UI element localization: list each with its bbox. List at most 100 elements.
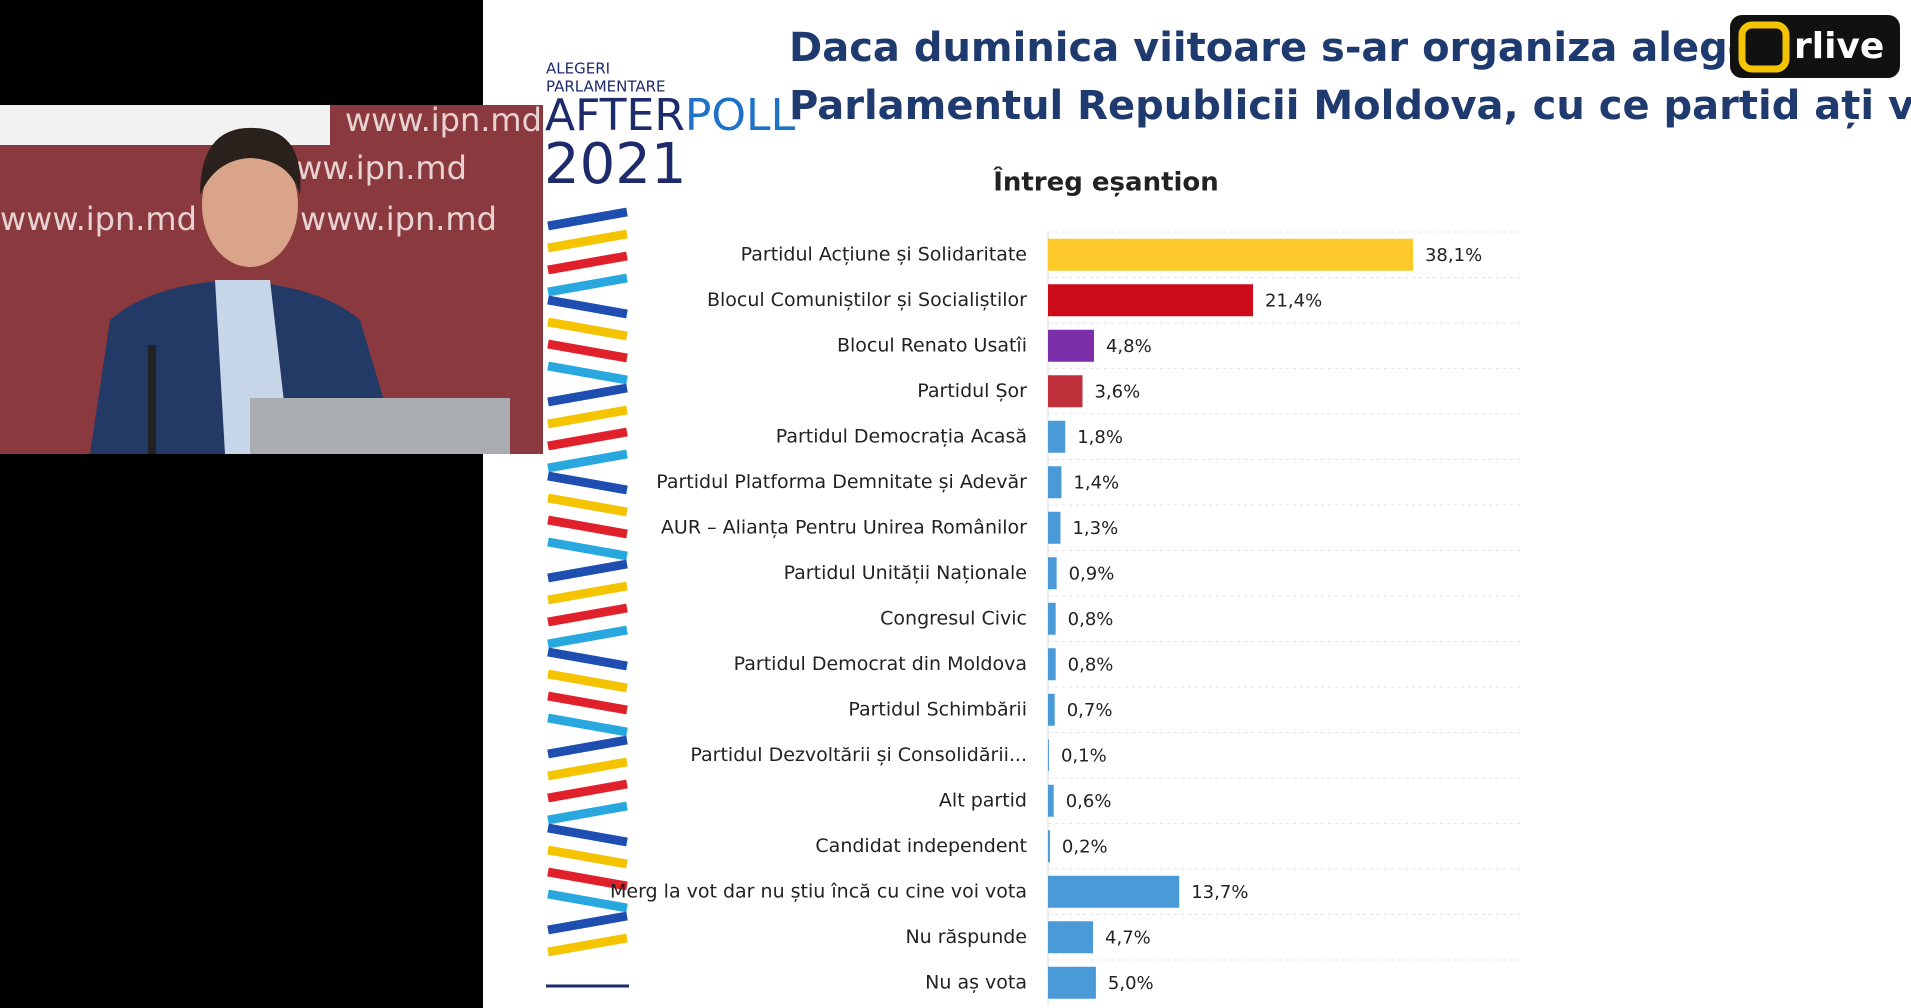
category-label: Merg la vot dar nu știu încă cu cine voi… — [610, 880, 1027, 902]
stripe — [547, 911, 628, 935]
category-label: Blocul Renato Usatîi — [837, 334, 1027, 356]
chart-subtitle: Întreg eșantion — [993, 166, 1219, 198]
bar — [1048, 830, 1050, 863]
category-label: Partidul Acțiune și Solidaritate — [741, 243, 1027, 265]
value-label: 0,1% — [1061, 745, 1107, 766]
stripe — [547, 669, 628, 693]
stripe — [547, 471, 628, 495]
category-label: Alt partid — [939, 789, 1027, 811]
backdrop-text: www.ipn.md — [0, 200, 197, 238]
stripe — [547, 405, 628, 429]
stripe — [547, 273, 628, 297]
stripe — [547, 207, 628, 231]
value-label: 1,8% — [1077, 427, 1123, 448]
stripe — [547, 229, 628, 253]
bar — [1048, 557, 1057, 590]
plot: Partidul Acțiune și Solidaritate 38,1% Blo… — [610, 231, 1523, 1006]
brand-poll-a: AFTER — [545, 90, 685, 141]
watermark-icon — [1738, 21, 1790, 73]
bar — [1048, 602, 1056, 635]
watermark-logo: rlive — [1730, 15, 1900, 78]
category-label: Blocul Comuniștilor și Socialiștilor — [707, 289, 1027, 311]
stripe — [547, 845, 628, 869]
value-label: 13,7% — [1191, 882, 1248, 903]
video-feed: www.ipn.md www.ipn.md www.ipn.md www.ipn… — [0, 101, 543, 454]
brand-year: 2021 — [544, 132, 687, 197]
stripe — [547, 757, 628, 781]
brand-poll-b: POLL — [685, 90, 796, 141]
stripe — [547, 735, 628, 759]
bar — [1048, 966, 1096, 999]
stripe — [547, 449, 628, 473]
stripe — [547, 339, 628, 363]
stripe — [547, 493, 628, 517]
stripe — [547, 625, 628, 649]
category-label: Congresul Civic — [880, 607, 1027, 629]
stripe — [547, 823, 628, 847]
stripe — [547, 361, 628, 385]
stripe — [547, 779, 628, 803]
bar — [1048, 648, 1056, 681]
stripe — [547, 295, 628, 319]
category-label: Nu răspunde — [905, 926, 1027, 948]
category-label: Partidul Schimbării — [848, 698, 1027, 720]
watermark-box — [1730, 15, 1900, 78]
value-label: 4,8% — [1106, 336, 1152, 357]
chevron-stripes — [547, 207, 628, 957]
stripe — [547, 537, 628, 561]
category-label: Partidul Platforma Demnitate și Adevăr — [656, 471, 1027, 493]
backdrop-text: www.ipn.md — [300, 200, 497, 238]
bar — [1048, 784, 1054, 817]
slide — [483, 0, 1911, 1008]
category-label: Partidul Democrat din Moldova — [734, 653, 1027, 675]
category-label: AUR – Alianța Pentru Unirea Românilor — [661, 516, 1027, 538]
stripe — [547, 317, 628, 341]
stripe — [547, 801, 628, 825]
bar — [1048, 375, 1083, 408]
value-label: 0,7% — [1067, 700, 1113, 721]
person-head — [202, 143, 298, 267]
stripe — [547, 581, 628, 605]
laptop — [250, 398, 510, 454]
value-label: 4,7% — [1105, 927, 1151, 948]
bar — [1048, 420, 1066, 453]
microphone — [148, 345, 156, 454]
stripe — [547, 933, 628, 957]
bar — [1048, 921, 1094, 954]
bar — [1048, 693, 1055, 726]
bar — [1048, 466, 1062, 499]
stripe — [547, 559, 628, 583]
brand-line: PARLAMENTARE — [546, 78, 666, 96]
stripe — [547, 603, 628, 627]
person-hair — [200, 127, 301, 195]
title-line: Parlamentul Republicii Moldova, cu ce pa… — [789, 83, 1911, 129]
stripe — [547, 867, 628, 891]
value-label: 0,2% — [1062, 836, 1108, 857]
backdrop-text: www.ipn.md — [270, 149, 467, 187]
stripe — [547, 251, 628, 275]
value-label: 1,4% — [1073, 472, 1119, 493]
category-label: Nu aș vota — [925, 971, 1027, 993]
stripe — [547, 691, 628, 715]
bar — [1048, 329, 1094, 362]
value-label: 0,8% — [1068, 609, 1114, 630]
title-line: Daca duminica viitoare s-ar organiza ale… — [789, 25, 1858, 71]
bar — [1048, 511, 1061, 544]
value-label: 0,9% — [1069, 563, 1115, 584]
bar — [1048, 238, 1413, 271]
value-label: 3,6% — [1094, 381, 1140, 402]
category-label: Partidul Unității Naționale — [784, 562, 1027, 584]
stripe — [547, 889, 628, 913]
brand-line: ALEGERI — [546, 60, 610, 78]
watermark-text: rlive — [1794, 26, 1884, 67]
value-label: 21,4% — [1265, 290, 1322, 311]
backdrop-text: www.ipn.md — [345, 101, 542, 139]
bar — [1048, 284, 1254, 317]
value-label: 1,3% — [1072, 518, 1118, 539]
value-label: 0,8% — [1068, 654, 1114, 675]
category-label: Partidul Democrația Acasă — [776, 425, 1027, 447]
value-label: 38,1% — [1425, 245, 1482, 266]
bar — [1048, 875, 1180, 908]
stripe — [547, 713, 628, 737]
